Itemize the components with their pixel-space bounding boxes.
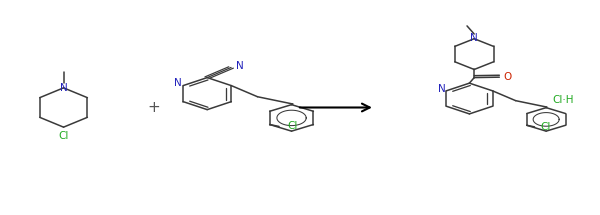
Text: +: + bbox=[147, 100, 160, 115]
Text: N: N bbox=[236, 61, 244, 71]
Text: Cl: Cl bbox=[540, 122, 550, 132]
Text: Cl: Cl bbox=[287, 121, 298, 131]
Text: N: N bbox=[470, 33, 478, 43]
Text: O: O bbox=[503, 72, 511, 82]
Text: Cl: Cl bbox=[58, 131, 69, 141]
Text: Cl·H: Cl·H bbox=[553, 95, 574, 105]
Text: N: N bbox=[59, 83, 67, 93]
Text: N: N bbox=[175, 78, 182, 88]
Text: N: N bbox=[437, 84, 445, 94]
